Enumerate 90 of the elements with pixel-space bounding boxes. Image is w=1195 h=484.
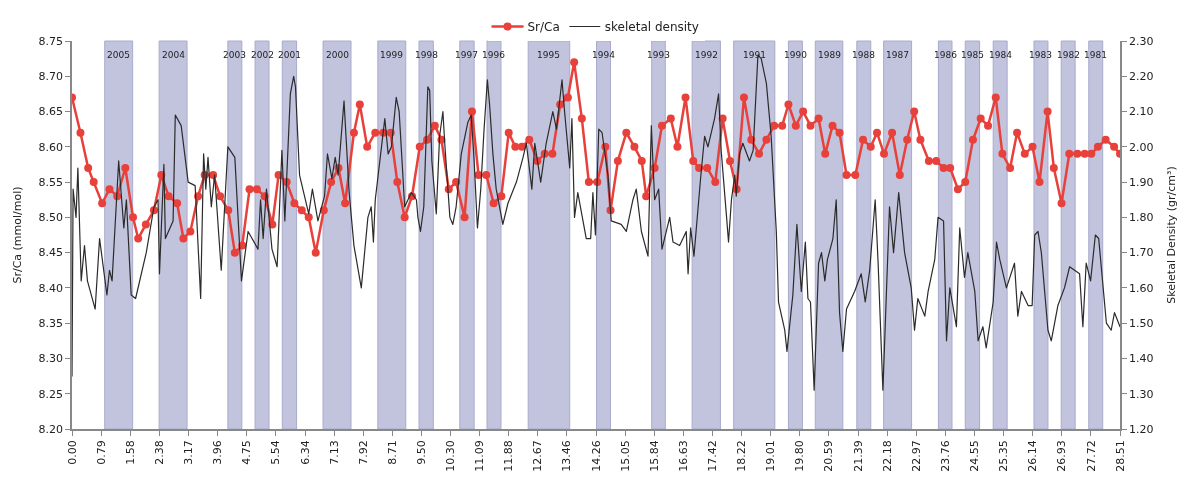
x-tick-label: 11.88: [502, 440, 516, 472]
x-tick-label: 22.18: [880, 440, 894, 472]
x-tick-label: 13.46: [560, 440, 574, 472]
band-label: 2000: [326, 50, 350, 60]
x-tick-label: 17.42: [705, 440, 719, 472]
band-label: 1994: [592, 50, 616, 60]
y2-tick-label: 1.20: [1128, 422, 1154, 436]
band-label: 1983: [1029, 50, 1052, 60]
band-label: 1989: [818, 50, 842, 60]
y-tick-label: 8.60: [38, 140, 64, 154]
band-label: 2003: [223, 50, 246, 60]
band-label: 1984: [989, 50, 1013, 60]
x-tick-label: 7.92: [356, 440, 370, 465]
y-tick-label: 8.50: [38, 211, 64, 225]
band-label: 1998: [415, 50, 439, 60]
y-tick-label: 8.30: [38, 352, 64, 366]
band-label: 2002: [251, 50, 274, 60]
x-tick-label: 26.93: [1055, 440, 1069, 472]
band-label: 1999: [380, 50, 404, 60]
band-label: 1990: [784, 50, 808, 60]
x-tick-label: 18.22: [735, 440, 749, 472]
x-tick-label: 6.34: [298, 440, 312, 465]
x-tick-label: 5.54: [269, 440, 283, 465]
x-tick-label: 28.51: [1113, 440, 1127, 472]
x-tick-label: 4.75: [240, 440, 254, 465]
y-tick-label: 8.70: [38, 70, 64, 84]
y2-tick-label: 2.00: [1128, 140, 1154, 154]
x-tick-label: 9.50: [414, 440, 428, 465]
band-label: 1988: [852, 50, 876, 60]
x-tick-label: 11.09: [473, 440, 487, 472]
x-tick-label: 0.00: [65, 440, 79, 465]
y-tick-label: 8.45: [38, 246, 64, 260]
x-tick-label: 25.35: [997, 440, 1011, 472]
y2-tick-label: 1.90: [1128, 175, 1154, 189]
y2-axis-title: Skeletal Density (gr/cm³): [1165, 166, 1179, 304]
y-tick-label: 8.55: [38, 175, 64, 189]
x-tick-label: 24.55: [968, 440, 982, 472]
x-tick-label: 8.71: [385, 440, 399, 465]
band-label: 1987: [886, 50, 909, 60]
x-tick-label: 27.72: [1084, 440, 1098, 472]
band-label: 1985: [961, 50, 984, 60]
x-tick-label: 3.17: [182, 440, 196, 465]
x-tick-label: 10.30: [444, 440, 458, 472]
x-tick-label: 16.63: [676, 440, 690, 472]
legend-label: skeletal density: [604, 20, 699, 35]
x-tick-label: 15.84: [647, 440, 661, 472]
band-label: 2004: [162, 50, 186, 60]
x-tick-label: 7.13: [327, 440, 341, 465]
y-tick-label: 8.25: [38, 387, 64, 401]
x-tick-label: 26.14: [1026, 440, 1040, 472]
x-tick-label: 14.26: [589, 440, 603, 472]
x-tick-label: 1.58: [123, 440, 137, 465]
y-tick-label: 8.20: [38, 422, 64, 436]
y2-tick-label: 1.40: [1128, 352, 1154, 366]
x-tick-label: 15.05: [618, 440, 632, 472]
y-tick-label: 8.75: [38, 34, 64, 48]
y2-tick-label: 2.30: [1128, 34, 1154, 48]
band-label: 2005: [107, 50, 130, 60]
band-label: 1995: [537, 50, 560, 60]
band-label: 1992: [695, 50, 718, 60]
band-label: 1996: [482, 50, 506, 60]
band-label: 1982: [1057, 50, 1080, 60]
band-label: 2001: [278, 50, 301, 60]
y2-tick-label: 1.60: [1128, 281, 1154, 295]
band-label: 1993: [647, 50, 670, 60]
legend-label: Sr/Ca: [527, 20, 560, 35]
x-tick-label: 22.97: [909, 440, 923, 472]
band-label: 1997: [455, 50, 478, 60]
y2-tick-label: 1.30: [1128, 387, 1154, 401]
x-tick-label: 19.01: [764, 440, 778, 472]
y2-tick-label: 1.80: [1128, 211, 1154, 225]
x-tick-label: 2.38: [153, 440, 167, 465]
y-tick-label: 8.35: [38, 317, 64, 331]
y-tick-label: 8.65: [38, 105, 64, 119]
x-tick-label: 3.96: [211, 440, 225, 465]
y-axis-title: Sr/Ca (mmol/mol): [10, 186, 24, 284]
x-tick-label: 19.80: [793, 440, 807, 472]
x-tick-label: 20.59: [822, 440, 836, 472]
x-tick-label: 12.67: [531, 440, 545, 472]
x-tick-label: 0.79: [94, 440, 108, 465]
y2-tick-label: 2.20: [1128, 70, 1154, 84]
band-label: 1981: [1084, 50, 1107, 60]
band-label: 1991: [743, 50, 766, 60]
band-label: 1986: [934, 50, 958, 60]
x-tick-label: 21.39: [851, 440, 865, 472]
y2-tick-label: 1.50: [1128, 317, 1154, 331]
y2-tick-label: 1.70: [1128, 246, 1154, 260]
y2-tick-label: 2.10: [1128, 105, 1154, 119]
x-tick-label: 23.76: [938, 440, 952, 472]
y-tick-label: 8.40: [38, 281, 64, 295]
